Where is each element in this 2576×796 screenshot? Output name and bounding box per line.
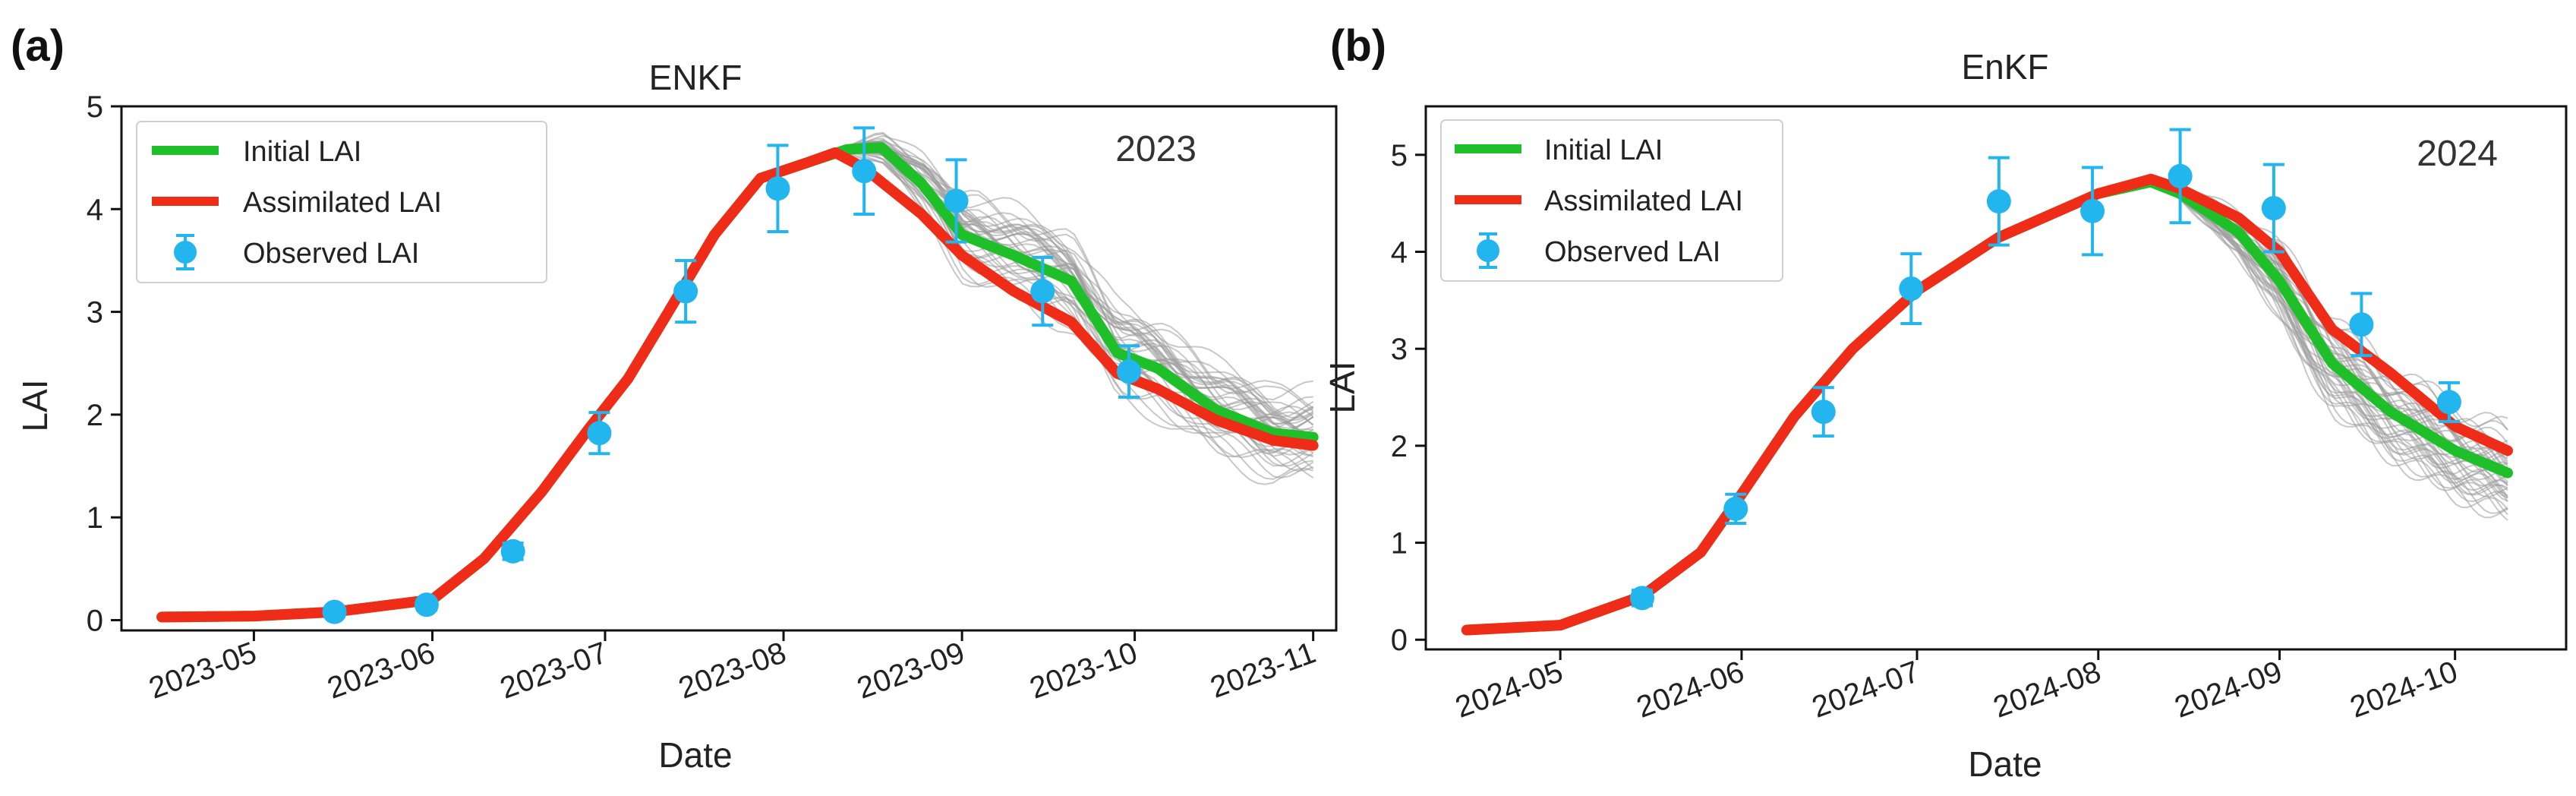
legend-label-initial-a: Initial LAI — [243, 136, 361, 168]
y-axis-label-a: LAI — [15, 379, 55, 431]
legend-label-initial-b: Initial LAI — [1544, 134, 1663, 166]
chart-title-b: EnKF — [1961, 47, 2048, 87]
observed-point — [852, 126, 877, 216]
y-tick-label: 3 — [87, 296, 103, 330]
ensemble-member-line — [2161, 185, 2508, 521]
observed-point — [1986, 156, 2011, 247]
x-axis-label-a: Date — [658, 735, 732, 775]
observed-point — [1899, 252, 1924, 325]
ensemble-member-line — [2162, 185, 2508, 502]
observed-lai-points-b — [1629, 128, 2461, 611]
x-ticks-b: 2024-05 2024-06 2024-07 2024-08 2024-09 2024-… — [1451, 649, 2462, 725]
legend-a: Initial LAI Assimilated LAI Observed LAI — [136, 121, 547, 283]
x-tick-label: 2024-09 — [2171, 655, 2287, 725]
y-tick-label: 0 — [1391, 624, 1408, 657]
legend-label-assimilated-a: Assimilated LAI — [243, 187, 442, 219]
y-tick-label: 0 — [87, 604, 103, 637]
y-tick-label: 2 — [1391, 430, 1408, 463]
observed-point — [2080, 166, 2105, 257]
x-tick-label: 2024-10 — [2346, 655, 2462, 725]
observed-point — [1117, 344, 1142, 399]
ensemble-member-line — [2161, 185, 2508, 516]
y-tick-label: 1 — [87, 501, 103, 535]
plot-frame-a — [120, 105, 1338, 632]
x-tick-label: 2023-09 — [853, 636, 969, 706]
y-tick-label: 3 — [1391, 333, 1408, 366]
x-tick-label: 2024-07 — [1808, 655, 1924, 725]
legend-label-observed-b: Observed LAI — [1544, 236, 1720, 268]
observed-point — [322, 599, 347, 624]
chart-title-a: ENKF — [649, 58, 743, 97]
x-tick-label: 2023-11 — [1206, 636, 1320, 705]
ensemble-member-line — [835, 150, 1314, 472]
x-tick-label: 2024-08 — [1989, 655, 2105, 725]
observed-point — [944, 158, 969, 244]
x-tick-label: 2023-05 — [144, 636, 260, 706]
legend-swatch-observed-b — [1477, 232, 1499, 269]
observed-point — [587, 411, 612, 456]
assimilated-lai-line-b — [1461, 173, 2513, 636]
y-tick-label: 5 — [1391, 139, 1408, 172]
y-tick-label: 2 — [87, 399, 103, 432]
y-axis-label-b: LAI — [1323, 361, 1362, 413]
observed-point — [673, 258, 698, 324]
observed-point — [2349, 292, 2374, 358]
observed-point — [1811, 386, 1836, 438]
ensemble-member-line — [2161, 185, 2508, 510]
x-tick-label: 2023-07 — [496, 636, 612, 706]
x-axis-label-b: Date — [1968, 744, 2042, 784]
legend-label-observed-a: Observed LAI — [243, 238, 419, 270]
ensemble-lines-b — [2161, 185, 2508, 521]
observed-point — [414, 592, 439, 618]
x-tick-label: 2024-06 — [1632, 655, 1748, 725]
y-ticks-a: 0 1 2 3 4 5 — [87, 90, 121, 637]
year-label-b: 2024 — [2417, 134, 2498, 174]
y-ticks-b: 0 1 2 3 4 5 — [1391, 139, 1426, 657]
y-tick-label: 5 — [87, 90, 103, 124]
ensemble-member-line — [2161, 185, 2508, 495]
observed-point — [1629, 586, 1654, 611]
ensemble-member-line — [834, 140, 1314, 419]
x-tick-label: 2023-06 — [323, 636, 440, 706]
observed-point — [2261, 163, 2286, 254]
y-tick-label: 4 — [1391, 236, 1408, 270]
legend-label-assimilated-b: Assimilated LAI — [1544, 185, 1743, 217]
x-ticks-a: 2023-05 2023-06 2023-07 2023-08 2023-09 2023-… — [144, 630, 1320, 706]
observed-point — [765, 144, 790, 234]
x-tick-label: 2023-10 — [1026, 636, 1142, 706]
legend-b: Initial LAI Assimilated LAI Observed LAI — [1440, 119, 1783, 282]
observed-point — [500, 539, 525, 564]
observed-point — [1030, 255, 1055, 327]
observed-point — [1723, 492, 1748, 526]
year-label-a: 2023 — [1115, 129, 1197, 169]
plot-frame-b — [1424, 105, 2568, 651]
observed-point — [2436, 381, 2461, 423]
ensemble-member-line — [2161, 185, 2508, 519]
panel-label-a: (a) — [11, 21, 65, 71]
y-tick-label: 1 — [1391, 527, 1408, 561]
ensemble-member-line — [834, 140, 1313, 416]
panel-label-b: (b) — [1330, 21, 1386, 71]
x-tick-label: 2024-05 — [1451, 655, 1567, 725]
x-tick-label: 2023-08 — [674, 636, 790, 706]
legend-swatch-observed-a — [174, 234, 197, 270]
y-tick-label: 4 — [87, 193, 103, 226]
ensemble-member-line — [834, 134, 1313, 401]
observed-point — [2168, 128, 2193, 225]
observed-lai-points-a — [322, 126, 1142, 624]
ensemble-member-line — [835, 152, 1313, 485]
